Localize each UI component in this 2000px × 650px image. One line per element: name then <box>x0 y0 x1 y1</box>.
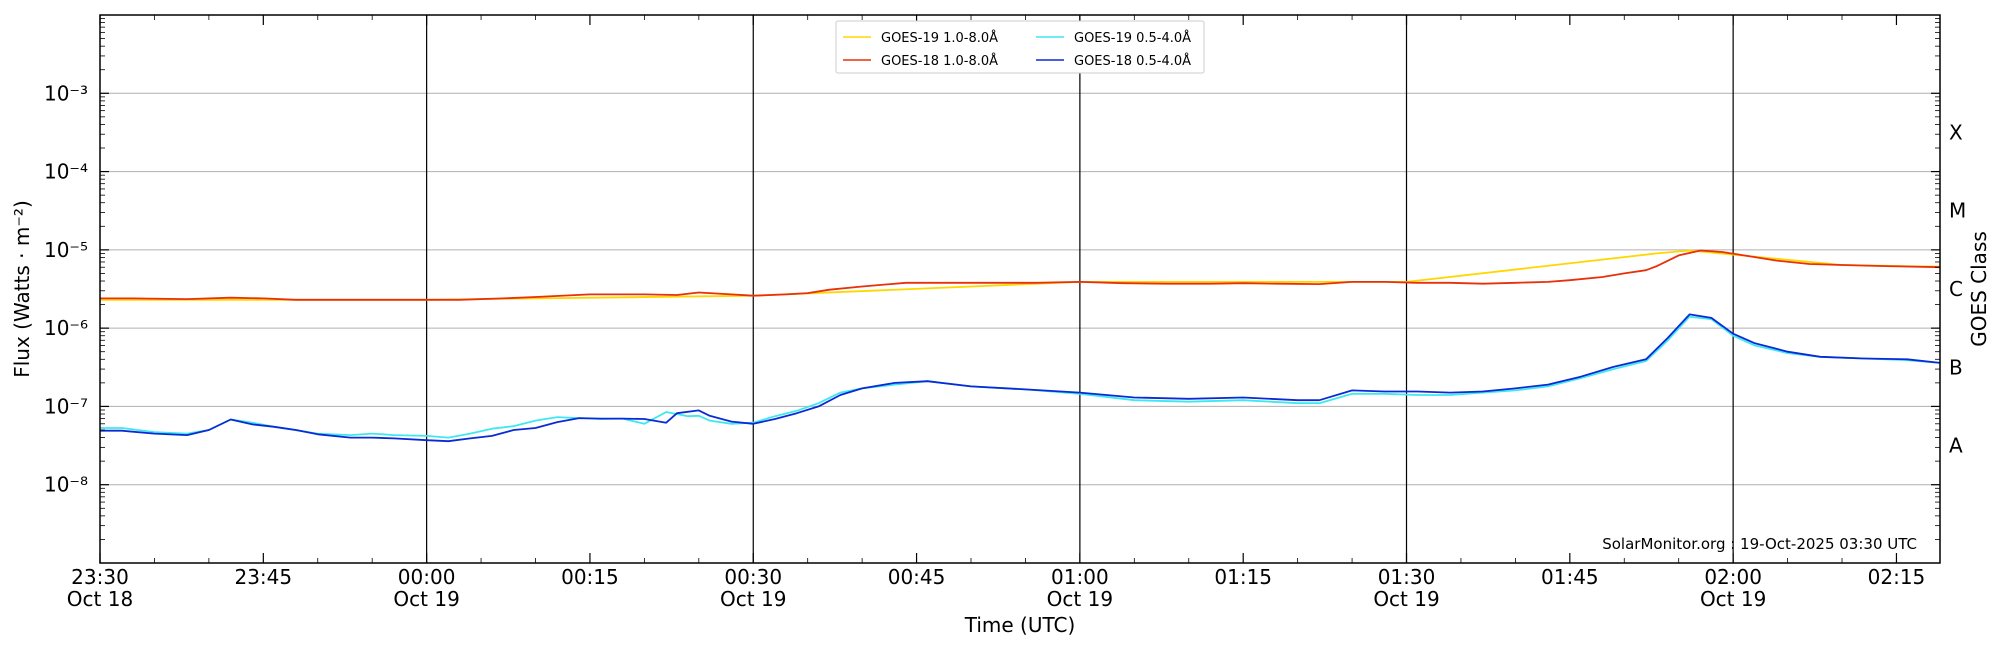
goes-class-labels: A B C M X <box>1949 120 1966 457</box>
legend: GOES-19 1.0-8.0Å GOES-18 1.0-8.0Å GOES-1… <box>835 20 1205 74</box>
x-tick-date-label: Oct 19 <box>1700 587 1766 611</box>
x-tick-label: 23:45 <box>234 565 292 589</box>
grid-lines <box>100 15 1940 563</box>
legend-label-goes18-long: GOES-18 1.0-8.0Å <box>881 53 998 69</box>
x-tick-date-label: Oct 18 <box>67 587 133 611</box>
x-tick-date-label: Oct 19 <box>720 587 786 611</box>
y-axis-title: Flux (Watts · m⁻²) <box>10 200 34 378</box>
goes-class-label: C <box>1949 277 1963 301</box>
y-tick-label: 10⁻³ <box>44 81 88 105</box>
x-tick-label: 00:15 <box>561 565 619 589</box>
y-tick-label: 10⁻⁷ <box>44 394 88 418</box>
x-tick-label: 01:00 <box>1051 565 1109 589</box>
x-tick-label: 00:00 <box>398 565 456 589</box>
x-axis-title: Time (UTC) <box>964 613 1076 637</box>
x-tick-label: 00:30 <box>724 565 782 589</box>
x-tick-label: 01:45 <box>1541 565 1599 589</box>
x-tick-label: 02:00 <box>1704 565 1762 589</box>
series-lines <box>100 249 1941 443</box>
x-tick-label: 02:15 <box>1868 565 1926 589</box>
x-tick-label: 23:30 <box>71 565 129 589</box>
credit-text: SolarMonitor.org : 19-Oct-2025 03:30 UTC <box>1602 535 1917 553</box>
goes-class-label: M <box>1949 199 1966 223</box>
x-tick-label: 01:15 <box>1214 565 1272 589</box>
legend-label-goes18-short: GOES-18 0.5-4.0Å <box>1074 53 1191 69</box>
goes18-long-series <box>100 249 1941 301</box>
legend-frame <box>835 20 1205 74</box>
goes-class-label: X <box>1949 120 1963 144</box>
legend-label-goes19-long: GOES-19 1.0-8.0Å <box>881 30 998 46</box>
y-tick-label: 10⁻⁵ <box>44 238 88 262</box>
y-tick-label: 10⁻⁸ <box>44 473 88 497</box>
x-tick-label: 01:30 <box>1378 565 1436 589</box>
plot-frame <box>99 14 1941 564</box>
legend-label-goes19-short: GOES-19 0.5-4.0Å <box>1074 30 1191 46</box>
y-tick-label: 10⁻⁴ <box>44 160 88 184</box>
y2-axis-title: GOES Class <box>1967 231 1991 347</box>
x-tick-date-label: Oct 19 <box>1047 587 1113 611</box>
y-axis-ticks: 10⁻⁸ 10⁻⁷ 10⁻⁶ 10⁻⁵ 10⁻⁴ 10⁻³ <box>44 18 1940 540</box>
goes-class-label: A <box>1949 434 1963 458</box>
goes-class-label: B <box>1949 355 1963 379</box>
x-tick-label: 00:45 <box>888 565 946 589</box>
x-tick-date-label: Oct 19 <box>1373 587 1439 611</box>
goes18-short-series <box>100 313 1941 443</box>
goes19-short-series <box>100 315 1941 439</box>
y-tick-label: 10⁻⁶ <box>44 316 88 340</box>
x-tick-date-label: Oct 19 <box>393 587 459 611</box>
